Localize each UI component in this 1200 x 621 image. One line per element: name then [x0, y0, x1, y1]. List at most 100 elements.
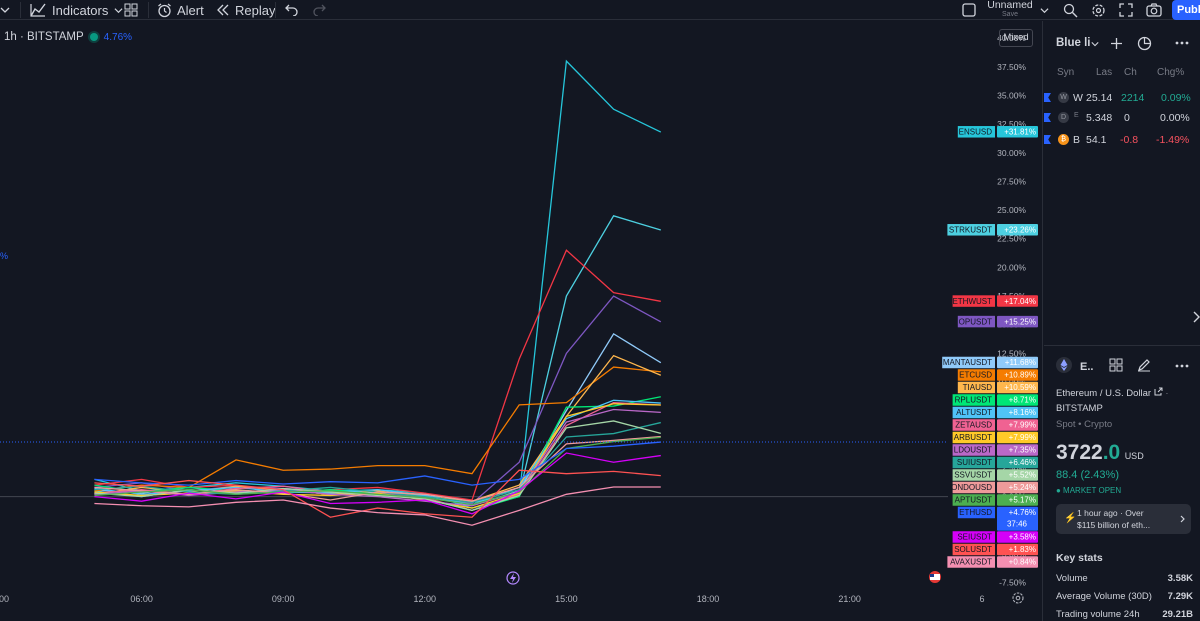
series-name: LDOUSDT — [954, 446, 992, 455]
series-name-bg — [952, 531, 995, 543]
price-label-rplusdt[interactable]: RPLUSDT +8.71% — [952, 394, 1038, 406]
news-card[interactable]: ⚡ 1 hour ago · Over $115 billion of eth.… — [1056, 504, 1191, 534]
more-icon[interactable] — [1175, 364, 1189, 368]
indicators-button[interactable]: Indicators — [30, 0, 123, 20]
lightning-event-icon[interactable] — [506, 571, 520, 585]
indicators-icon — [30, 3, 46, 17]
series-name: AVAXUSDT — [950, 558, 992, 567]
price-label-etcusd[interactable]: ETCUSD +10.89% — [957, 369, 1038, 381]
series-line-opusdt[interactable] — [94, 295, 662, 505]
price-label-bg — [997, 224, 1038, 236]
col-change[interactable]: Ch — [1124, 67, 1137, 78]
more-icon[interactable] — [1175, 41, 1189, 45]
price-currency: USD — [1124, 451, 1144, 461]
series-change: +7.99% — [1009, 421, 1036, 430]
price-label-ldousdt[interactable]: LDOUSDT +7.35% — [952, 444, 1038, 456]
price-label-bg — [997, 406, 1038, 419]
layout-save-label: Save — [1002, 11, 1018, 18]
alert-button[interactable]: Alert — [157, 0, 204, 20]
series-line-altusdt[interactable] — [94, 399, 661, 506]
price-label-strkusdt[interactable]: STRKUSDT +23.26% — [947, 224, 1038, 236]
replay-button[interactable]: Replay — [216, 0, 275, 20]
price-label-solusdt[interactable]: SOLUSDT +1.83% — [952, 543, 1038, 556]
flag-icon[interactable] — [1044, 113, 1051, 122]
col-symbol[interactable]: Syn — [1057, 67, 1075, 78]
chevron-right-icon — [1180, 515, 1185, 523]
price-label-ethwust[interactable]: ETHWUST +17.04% — [952, 295, 1038, 307]
add-symbol-icon[interactable] — [1110, 37, 1123, 50]
right-panel: Blue li Syn Las Ch Chg% W W 25.14 2214 0… — [1044, 21, 1200, 621]
col-last[interactable]: Las — [1096, 67, 1113, 78]
row-change-percent: 0.09% — [1161, 92, 1191, 104]
price-label-ssvusdt[interactable]: SSVUSDT +5.52% — [952, 469, 1038, 481]
x-tick-label: 12:00 — [414, 594, 437, 604]
series-line-ethwust[interactable] — [94, 249, 661, 501]
comparison-chart[interactable]: 40.00% 37.50% 35.00% 32.50% 30.00% 27.50% 25.0… — [0, 21, 1043, 621]
snapshot-button[interactable] — [1146, 0, 1162, 20]
axis-settings-gear-icon[interactable] — [1012, 592, 1024, 604]
layouts-grid-button[interactable] — [124, 0, 138, 20]
series-line-avaxusdt[interactable] — [94, 486, 661, 526]
row-symbol: W — [1073, 92, 1083, 104]
price-label-bg — [997, 543, 1038, 556]
chevron-right-icon[interactable] — [1193, 311, 1200, 323]
series-line-ldousdt[interactable] — [94, 408, 661, 507]
series-line-tiausd[interactable] — [94, 354, 662, 502]
advanced-view-icon[interactable] — [1137, 36, 1152, 51]
series-name-bg — [947, 224, 995, 236]
price-label-suiusdt[interactable]: SUIUSDT +6.46% — [952, 456, 1038, 469]
series-change: +10.89% — [1004, 371, 1036, 380]
us-flag-event-icon[interactable] — [929, 571, 941, 583]
flag-icon[interactable] — [1044, 93, 1051, 102]
price-label-opusdt[interactable]: OPUSDT +15.25% — [957, 315, 1038, 328]
edit-icon[interactable] — [1137, 358, 1151, 372]
redo-button[interactable] — [313, 0, 326, 20]
y-tick-label: 40.00% — [997, 33, 1026, 43]
series-name-bg — [952, 456, 995, 469]
series-name-bg — [952, 419, 995, 431]
chart-pane[interactable]: 40.00% 37.50% 35.00% 32.50% 30.00% 27.50% 25.0… — [0, 21, 1043, 621]
series-line-ensusd[interactable] — [94, 59, 662, 509]
symbol-legend[interactable]: 1h · BITSTAMP 4.76% — [4, 31, 132, 43]
chevron-down-icon[interactable] — [1040, 0, 1049, 20]
price-label-avaxusdt[interactable]: AVAXUSDT +0.84% — [947, 556, 1038, 568]
series-line-ethusd[interactable] — [94, 441, 661, 486]
price-label-ensusd[interactable]: ENSUSD +31.81% — [957, 126, 1038, 138]
quick-search-button[interactable] — [1063, 0, 1078, 20]
price-label-mantausdt[interactable]: MANTAUSDT +11.68% — [942, 356, 1038, 369]
col-change-percent[interactable]: Chg% — [1157, 67, 1185, 78]
grid-icon[interactable] — [1109, 358, 1123, 372]
fullscreen-button[interactable] — [1119, 0, 1133, 20]
watchlist-title[interactable]: Blue li — [1056, 37, 1091, 49]
price-label-ethusd[interactable]: ETHUSD +4.76% 37:46 — [957, 506, 1038, 531]
chevron-down-icon[interactable] — [1091, 40, 1099, 48]
layout-name-button[interactable]: Unnamed Save — [985, 0, 1035, 20]
price-label-tiausd[interactable]: TIAUSD +10.59% — [957, 381, 1038, 394]
series-name-bg — [957, 126, 995, 138]
series-line-seiusdt[interactable] — [94, 452, 661, 515]
row-symbol: B — [1073, 134, 1081, 146]
series-line-ondousd[interactable] — [94, 435, 661, 502]
external-link-icon[interactable] — [1154, 387, 1163, 396]
settings-button[interactable] — [1091, 0, 1106, 20]
chevron-down-icon[interactable] — [0, 0, 10, 20]
price-label-ondousd[interactable]: ONDOUSD +5.24% — [951, 481, 1038, 494]
series-change: +10.59% — [1004, 383, 1036, 392]
symbol-logo-icon: D — [1058, 112, 1069, 123]
stat-row: Volume 3.58K — [1056, 573, 1196, 584]
series-line-solusdt[interactable] — [94, 469, 661, 518]
flag-icon[interactable] — [1044, 135, 1051, 144]
fullscreen-toggle[interactable] — [962, 0, 976, 20]
watchlist-row[interactable]: D E 5.348 0 0.00% — [1044, 108, 1200, 128]
price-label-seiusdt[interactable]: SEIUSDT +3.58% — [952, 531, 1038, 543]
undo-button[interactable] — [285, 0, 298, 20]
watchlist-row[interactable]: W W 25.14 2214 0.09% — [1044, 88, 1200, 108]
price-label-altusdt[interactable]: ALTUSDT +8.16% — [952, 406, 1038, 419]
price-label-aptusdt[interactable]: APTUSDT +5.17% — [952, 494, 1038, 506]
publish-button[interactable]: Publi — [1172, 0, 1200, 20]
price-label-zetausd[interactable]: ZETAUSD +7.99% — [952, 419, 1038, 431]
scale-mode-button[interactable]: Mixed — [999, 29, 1033, 47]
price-label-arbusdt[interactable]: ARBUSDT +7.99% — [952, 431, 1038, 444]
series-line-etcusd[interactable] — [94, 366, 661, 492]
watchlist-row[interactable]: ₿ B 54.1 -0.8 -1.49% — [1044, 130, 1200, 150]
